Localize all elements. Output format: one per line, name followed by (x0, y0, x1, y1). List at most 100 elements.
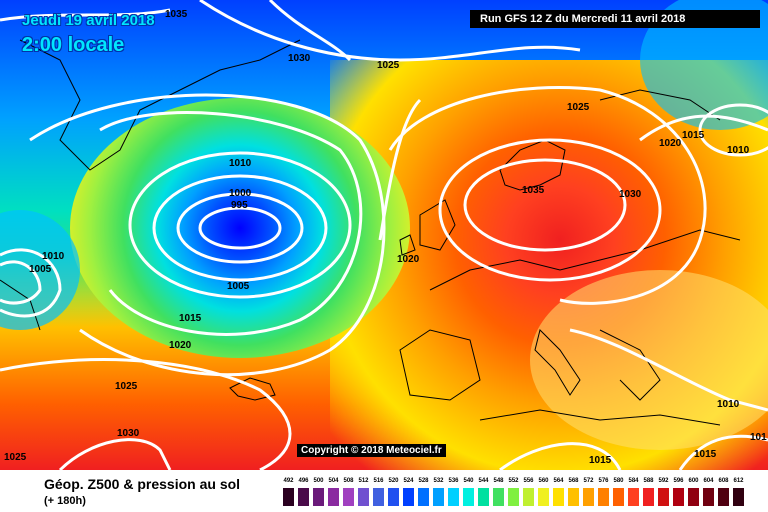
scale-tick-label: 608 (718, 478, 729, 484)
scale-tick-label: 552 (508, 478, 519, 484)
isobar-label: 1010 (229, 158, 252, 169)
isobar-label: 1025 (377, 60, 400, 71)
scale-tick-label: 536 (448, 478, 459, 484)
scale-tick-label: 588 (643, 478, 654, 484)
low-pressure-field (70, 98, 410, 358)
isobar-label: 1025 (4, 452, 27, 463)
isobar-label: 1030 (117, 428, 140, 439)
isobar-1030-sw (58, 438, 172, 470)
isobar-label: 1015 (682, 130, 705, 141)
isobar-1000 (176, 192, 304, 264)
isobar-1015 (99, 111, 363, 336)
isobar-1010 (128, 151, 352, 299)
scale-swatch (538, 488, 549, 506)
scale-swatch (493, 488, 504, 506)
africa-coast (479, 409, 721, 426)
isobar-label: 1015 (179, 313, 202, 324)
scale-swatch (703, 488, 714, 506)
scale-swatch (313, 488, 324, 506)
iberia-coast (399, 329, 481, 401)
isobar-1025-sw (0, 358, 292, 470)
isobar-1020 (29, 93, 386, 377)
isobar-995 (198, 206, 282, 250)
scale-swatch (673, 488, 684, 506)
scale-swatch (628, 488, 639, 506)
isobar-lines (0, 0, 768, 470)
isobar-label: 1015 (589, 455, 612, 466)
scale-tick-label: 596 (673, 478, 684, 484)
scale-swatch (478, 488, 489, 506)
isobar-1005-w (0, 260, 42, 305)
scale-tick-label: 556 (523, 478, 534, 484)
legend-title: Géop. Z500 & pression au sol (44, 476, 241, 492)
isobar-label: 1005 (227, 281, 250, 292)
scale-tick-label: 532 (433, 478, 444, 484)
scale-swatch (418, 488, 429, 506)
scale-tick-label: 592 (658, 478, 669, 484)
isobar-label: 1025 (567, 102, 590, 113)
isobar-label: 1010 (717, 399, 740, 410)
isobar-1020-w (378, 98, 422, 241)
scale-tick-label: 492 (283, 478, 294, 484)
scale-tick-label: 500 (313, 478, 324, 484)
scale-tick-label: 580 (613, 478, 624, 484)
geopotential-map: 1035 1030 1025 1010 1000 995 1005 1010 1… (0, 0, 768, 470)
scale-tick-label: 572 (583, 478, 594, 484)
scale-swatch (688, 488, 699, 506)
italy-coast (534, 329, 581, 396)
continent-coast (429, 229, 741, 291)
scale-tick-label: 604 (703, 478, 714, 484)
scale-tick-label: 528 (418, 478, 429, 484)
isobar-label: 1030 (619, 189, 642, 200)
scale-swatch (298, 488, 309, 506)
isobar-label: 1025 (115, 381, 138, 392)
isobar-1035-high (463, 158, 627, 252)
scale-tick-label: 560 (538, 478, 549, 484)
isobar-label: 1005 (29, 264, 52, 275)
scale-swatch (448, 488, 459, 506)
isobar-label: 1020 (659, 138, 682, 149)
iceland-coast (229, 377, 276, 401)
forecast-time: 2:00 locale (22, 34, 125, 56)
isobar-label: 1035 (522, 185, 545, 196)
legend-subtitle: (+ 180h) (44, 495, 86, 507)
scale-tick-label: 568 (568, 478, 579, 484)
isobar-1030-n (268, 0, 352, 62)
scale-swatch (598, 488, 609, 506)
scale-swatch (568, 488, 579, 506)
forecast-date: Jeudi 19 avril 2018 (22, 12, 155, 29)
ne-field (640, 0, 768, 130)
copyright-notice: Copyright © 2018 Meteociel.fr (297, 444, 446, 457)
scale-swatch (658, 488, 669, 506)
scale-tick-label: 600 (688, 478, 699, 484)
scale-tick-label: 520 (388, 478, 399, 484)
balkans-coast (599, 329, 661, 401)
isobar-label: 1030 (288, 53, 311, 64)
isobar-1015-se (678, 434, 768, 470)
scale-tick-label: 540 (463, 478, 474, 484)
scale-swatch (733, 488, 744, 506)
scale-swatch (523, 488, 534, 506)
isobar-label: 1020 (169, 340, 192, 351)
ireland-coast (399, 234, 416, 256)
isobar-1015-s (499, 442, 622, 470)
scale-swatch (643, 488, 654, 506)
isobar-label: 1020 (397, 254, 420, 265)
scale-tick-label: 508 (343, 478, 354, 484)
west-low-field (0, 210, 80, 330)
scale-tick-label: 496 (298, 478, 309, 484)
scale-swatch (328, 488, 339, 506)
scale-tick-label: 576 (598, 478, 609, 484)
isobar-1010-ne (698, 103, 768, 157)
legend-panel (0, 470, 768, 512)
isobar-label: 1010 (42, 251, 65, 262)
scale-tick-label: 512 (358, 478, 369, 484)
scale-tick-label: 564 (553, 478, 564, 484)
scale-tick-label: 548 (493, 478, 504, 484)
isobar-1025-n (199, 0, 581, 62)
isobar-labels: 1035 1030 1025 1010 1000 995 1005 1010 1… (4, 9, 767, 466)
scale-swatch (343, 488, 354, 506)
isobar-1010-w (0, 248, 62, 318)
isobar-1030-high (438, 138, 662, 282)
scale-swatch (388, 488, 399, 506)
